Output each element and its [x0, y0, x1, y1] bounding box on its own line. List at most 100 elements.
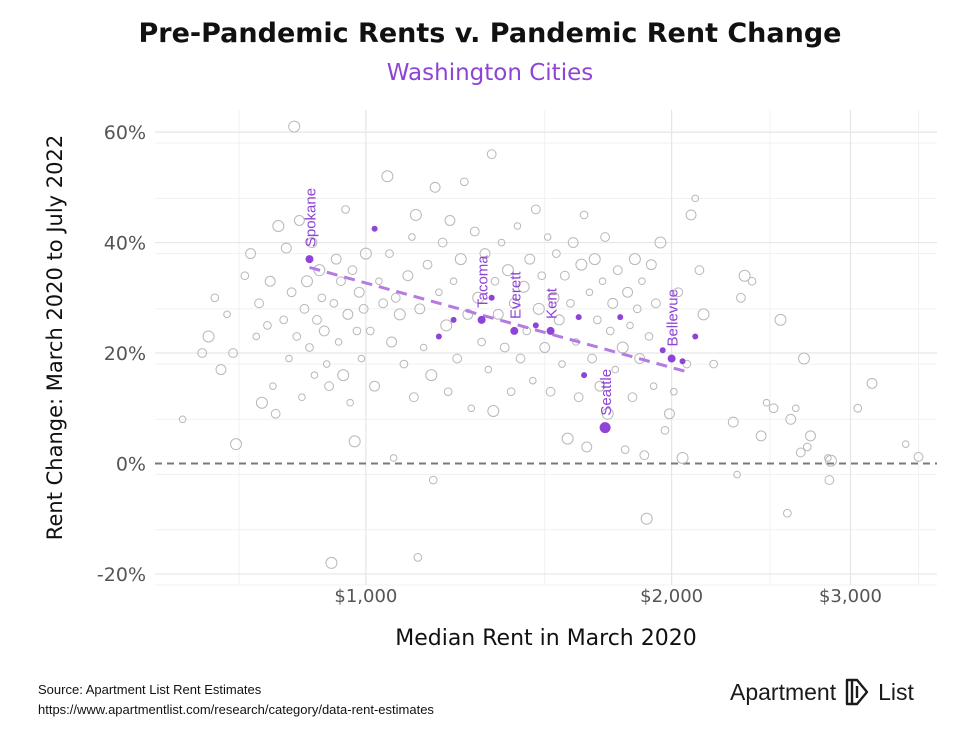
- data-point: [798, 352, 811, 365]
- data-point: [490, 276, 500, 286]
- background-points: [178, 120, 924, 569]
- data-point: [484, 365, 493, 374]
- data-point: [651, 298, 661, 309]
- data-point: [467, 404, 476, 413]
- data-point: [437, 237, 448, 248]
- data-point: [325, 556, 338, 569]
- highlighted-city-point: [575, 314, 582, 321]
- data-point: [228, 348, 238, 358]
- data-point: [762, 398, 771, 407]
- data-point: [375, 277, 383, 286]
- data-point: [735, 292, 746, 303]
- source-url: https://www.apartmentlist.com/research/c…: [38, 702, 434, 717]
- data-point: [673, 287, 684, 298]
- grid-layer: [155, 110, 937, 586]
- data-point: [462, 308, 474, 320]
- data-point: [215, 364, 227, 376]
- data-point: [640, 512, 653, 525]
- data-point: [670, 387, 678, 396]
- data-point: [620, 445, 630, 455]
- trend-line: [309, 265, 690, 374]
- data-point: [612, 265, 623, 276]
- data-point: [419, 343, 428, 352]
- data-point: [627, 392, 638, 403]
- data-point: [324, 381, 334, 392]
- data-point: [768, 403, 779, 414]
- data-point: [210, 293, 220, 303]
- data-point: [334, 338, 343, 346]
- data-point: [795, 447, 806, 458]
- data-point: [517, 280, 530, 293]
- data-point: [454, 253, 467, 266]
- data-point: [178, 415, 187, 424]
- data-point: [245, 248, 257, 260]
- data-point: [802, 442, 812, 452]
- highlighted-city-point: [667, 354, 676, 363]
- y-tick-label: 20%: [104, 343, 146, 365]
- city-label: Everett: [507, 271, 524, 319]
- data-point: [501, 264, 514, 277]
- data-point: [594, 380, 606, 392]
- data-point: [644, 332, 654, 341]
- data-point: [547, 291, 560, 304]
- data-point: [626, 321, 634, 330]
- data-point: [676, 451, 689, 464]
- data-point: [337, 369, 350, 382]
- logo-word-apartment: Apartment: [730, 678, 837, 705]
- city-label: Seattle: [598, 369, 615, 416]
- data-point: [639, 450, 650, 461]
- data-point: [402, 270, 414, 282]
- data-point: [561, 432, 574, 445]
- data-point: [824, 454, 832, 462]
- x-axis-title: Median Rent in March 2020: [395, 626, 697, 651]
- data-point: [543, 233, 552, 241]
- data-point: [408, 233, 416, 241]
- data-point: [901, 440, 910, 448]
- chart-title: Pre-Pandemic Rents v. Pandemic Rent Chan…: [138, 18, 842, 49]
- data-point: [293, 215, 305, 226]
- data-point: [342, 308, 354, 320]
- data-point: [386, 336, 398, 348]
- data-point: [532, 302, 545, 315]
- data-point: [255, 396, 268, 409]
- y-tick-label: 40%: [104, 233, 146, 255]
- apartment-list-logo-icon: [845, 678, 869, 706]
- data-point: [435, 288, 443, 297]
- data-point: [824, 454, 837, 467]
- x-tick-label: $2,000: [640, 586, 703, 607]
- data-point: [285, 354, 293, 363]
- data-point: [559, 270, 570, 281]
- data-point: [747, 276, 757, 286]
- data-point: [469, 226, 480, 237]
- data-point: [385, 249, 394, 258]
- data-point: [322, 360, 331, 368]
- data-point: [393, 308, 406, 321]
- highlighted-city-point: [477, 315, 486, 324]
- data-point: [785, 413, 797, 425]
- data-point: [223, 310, 231, 319]
- data-point: [365, 326, 375, 336]
- data-point: [292, 332, 302, 341]
- data-point: [459, 177, 469, 187]
- highlighted-city-point: [488, 294, 495, 301]
- data-point: [774, 313, 787, 326]
- data-point: [537, 271, 547, 281]
- data-point: [605, 326, 615, 336]
- source-line: Source: Apartment List Rent Estimates: [38, 682, 262, 697]
- data-point: [347, 265, 358, 276]
- data-point: [558, 360, 566, 368]
- data-point: [353, 286, 365, 298]
- data-point: [408, 392, 419, 403]
- data-point: [588, 253, 601, 266]
- data-point: [240, 271, 250, 281]
- y-tick-label: 0%: [116, 453, 146, 475]
- data-point: [616, 341, 629, 354]
- highlighted-points: Spokane Tacoma Everett Kent Seattle Bellevue: [302, 188, 699, 434]
- data-point: [270, 408, 281, 419]
- y-axis-title: Rent Change: March 2020 to July 2022: [43, 135, 67, 540]
- data-point: [575, 258, 588, 271]
- x-tick-label: $1,000: [334, 586, 397, 607]
- data-point: [783, 508, 792, 518]
- data-point: [529, 376, 537, 385]
- data-point: [381, 170, 394, 183]
